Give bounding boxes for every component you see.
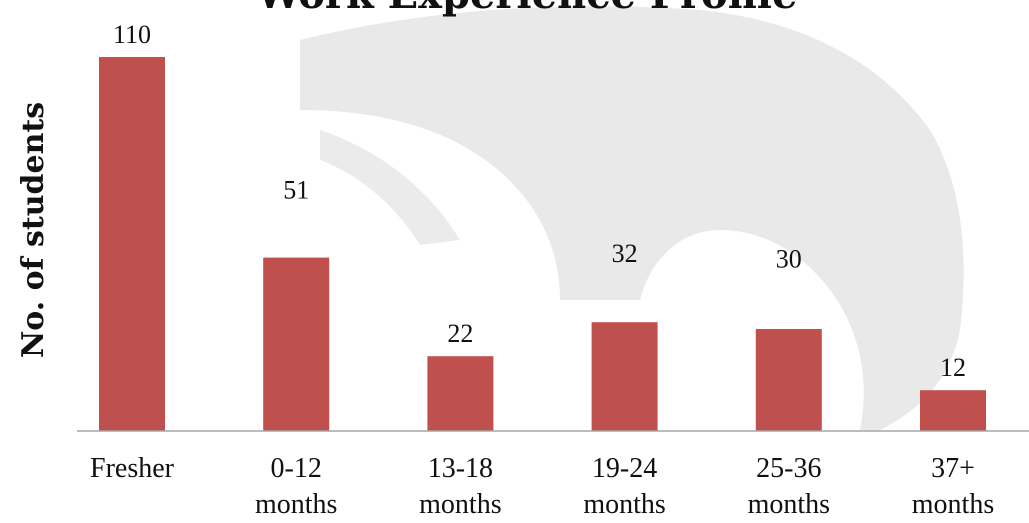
data-label-5: 12: [940, 353, 966, 382]
x-tick-label-0-0: Fresher: [90, 453, 175, 484]
x-tick-label-2-0: 13-18: [428, 453, 493, 484]
x-tick-label-4-1: months: [748, 489, 830, 520]
bar-1: [263, 257, 330, 431]
x-tick-label-2-1: months: [419, 489, 501, 520]
x-tick-label-3-0: 19-24: [592, 453, 657, 484]
bar-5: [920, 390, 986, 431]
data-label-4: 30: [776, 245, 802, 274]
x-tick-labels-group: Fresher 0-12 months 13-18 months 19-24 months 2…: [90, 453, 994, 520]
x-tick-label-5-0: 37+: [931, 453, 975, 484]
bar-4: [755, 329, 822, 431]
x-tick-label-3-1: months: [583, 489, 665, 520]
x-tick-label-4-0: 25-36: [756, 453, 821, 484]
chart-title: Work Experience Profile: [256, 0, 798, 18]
data-label-2: 22: [447, 319, 473, 348]
data-label-0: 110: [113, 20, 151, 49]
y-axis-label: No. of students: [16, 102, 51, 358]
bars-group: [99, 57, 986, 431]
watermark-emblem: [300, 6, 964, 430]
bar-3: [591, 322, 658, 431]
data-label-1: 51: [283, 176, 309, 205]
x-tick-label-1-1: months: [255, 489, 337, 520]
bar-0: [99, 57, 165, 431]
x-tick-label-5-1: months: [912, 489, 994, 520]
data-label-3: 32: [612, 239, 638, 268]
bar-2: [427, 356, 494, 431]
x-tick-label-1-0: 0-12: [271, 453, 322, 484]
data-labels-group: 110 51 22 32 30 12: [113, 20, 966, 382]
